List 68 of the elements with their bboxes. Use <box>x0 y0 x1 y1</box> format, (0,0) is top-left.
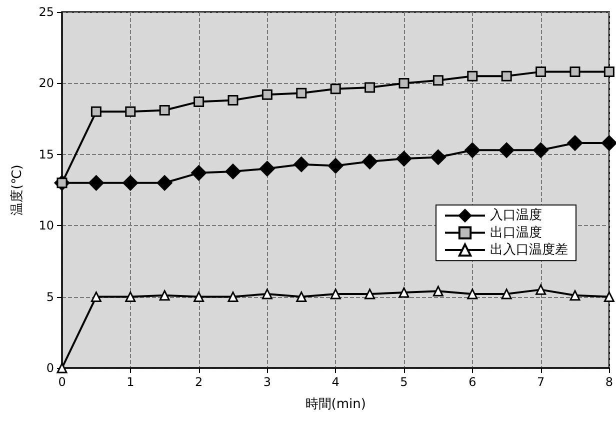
legend-label: 出口温度 <box>490 224 542 240</box>
point <box>567 135 583 151</box>
point <box>228 95 238 106</box>
point <box>262 288 272 300</box>
x-tick-label: 8 <box>605 375 614 389</box>
x-tick-label: 1 <box>126 375 134 389</box>
point <box>194 96 204 107</box>
legend-label: 出入口温度差 <box>490 242 568 258</box>
point <box>432 75 444 86</box>
point <box>125 292 136 302</box>
point <box>228 292 238 302</box>
point <box>536 284 546 295</box>
point <box>328 158 344 174</box>
point <box>498 142 514 158</box>
y-tick-label: 25 <box>38 5 54 19</box>
point <box>294 156 310 172</box>
y-tick-label: 20 <box>38 76 54 90</box>
y-axis-title: 温度(℃) <box>9 164 25 216</box>
point <box>156 175 172 191</box>
x-tick-label: 2 <box>194 375 203 389</box>
x-tick-label: 6 <box>468 375 476 389</box>
point <box>604 66 614 78</box>
point <box>125 106 136 117</box>
point <box>362 154 378 170</box>
x-tick-label: 0 <box>58 375 66 389</box>
point <box>467 70 478 82</box>
point <box>330 288 341 300</box>
point <box>501 288 512 300</box>
point <box>570 290 580 301</box>
point <box>501 70 512 82</box>
point <box>90 292 102 302</box>
point <box>88 175 104 191</box>
point <box>225 164 241 180</box>
point <box>296 88 307 98</box>
point <box>533 142 549 158</box>
y-tick-label: 15 <box>38 147 54 162</box>
point <box>398 78 410 88</box>
point <box>432 286 444 296</box>
point <box>259 160 275 176</box>
point <box>536 66 546 78</box>
point <box>364 288 376 300</box>
x-tick-label: 5 <box>400 375 408 389</box>
point <box>398 287 410 298</box>
point <box>191 165 207 181</box>
point <box>364 82 376 93</box>
point <box>194 292 204 302</box>
point <box>296 292 307 302</box>
x-tick-label: 3 <box>263 375 272 389</box>
point <box>570 66 580 78</box>
point <box>330 84 341 94</box>
point <box>601 135 616 151</box>
y-tick-label: 0 <box>46 361 54 375</box>
point <box>464 142 480 158</box>
legend-label: 入口温度 <box>490 207 542 224</box>
x-tick-label: 4 <box>332 375 340 389</box>
x-tick-label: 7 <box>536 375 545 389</box>
x-axis-title: 時間(min) <box>305 397 366 412</box>
y-tick-label: 10 <box>38 218 54 233</box>
point <box>430 150 446 165</box>
point <box>122 175 138 191</box>
point <box>159 105 170 116</box>
point <box>262 89 272 100</box>
y-tick-label: 5 <box>46 290 54 304</box>
point <box>396 150 412 166</box>
point <box>467 288 478 300</box>
point <box>90 106 102 117</box>
point <box>604 292 614 302</box>
point <box>159 290 170 301</box>
